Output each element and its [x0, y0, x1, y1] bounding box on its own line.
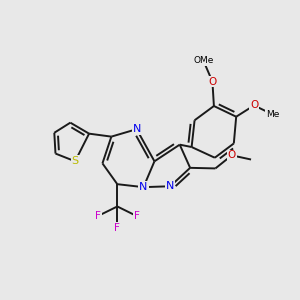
Text: N: N: [139, 182, 148, 192]
Text: N: N: [166, 181, 174, 191]
Text: N: N: [132, 124, 141, 134]
Text: O: O: [208, 76, 217, 87]
Text: Me: Me: [266, 110, 279, 119]
Text: F: F: [134, 211, 140, 221]
Text: O: O: [250, 100, 258, 110]
Text: S: S: [71, 156, 79, 166]
Text: F: F: [95, 211, 101, 221]
Text: F: F: [114, 223, 120, 233]
Text: OMe: OMe: [193, 56, 214, 65]
Text: O: O: [228, 150, 236, 160]
